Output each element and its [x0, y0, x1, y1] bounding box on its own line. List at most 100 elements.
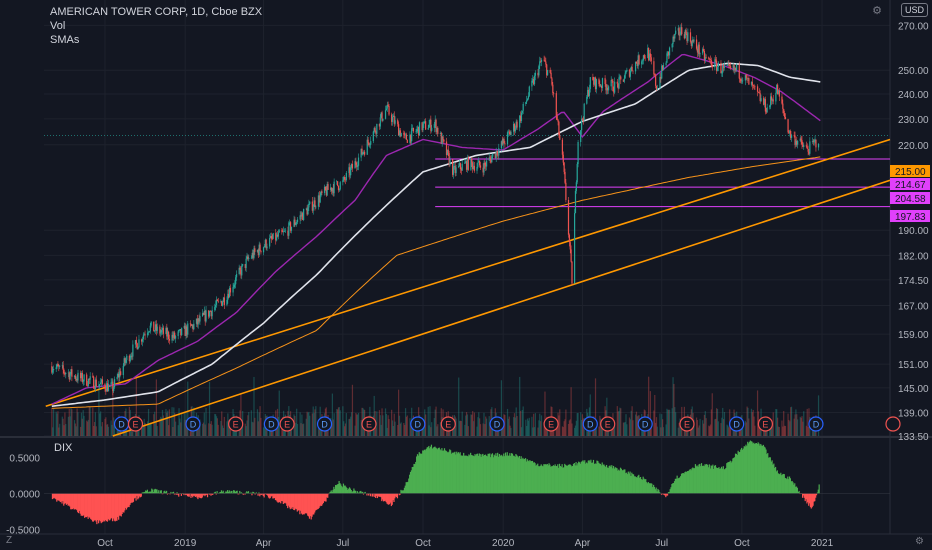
candle-body: [144, 334, 146, 336]
candle-body: [635, 62, 638, 64]
candle-body: [333, 181, 335, 194]
candle-body: [73, 375, 76, 377]
dix-bar: [355, 490, 357, 494]
candle-body: [385, 108, 388, 111]
volume-bar: [478, 412, 480, 436]
dix-bar: [761, 445, 764, 494]
dix-bar: [543, 464, 545, 494]
dix-bar: [193, 493, 196, 496]
volume-bar: [51, 407, 53, 436]
candle-body: [140, 339, 143, 342]
dix-bar: [587, 460, 589, 494]
dix-bar: [239, 490, 241, 494]
volume-bar: [294, 415, 296, 436]
candle-body: [348, 167, 350, 173]
candle-body: [305, 208, 307, 210]
price-tag-bg: [890, 192, 930, 204]
dix-bar: [342, 483, 345, 494]
dix-bar: [156, 489, 158, 494]
candle-body: [117, 373, 119, 377]
indicator-smas[interactable]: SMAs: [50, 34, 80, 46]
candle-body: [656, 88, 658, 90]
volume-bar: [376, 411, 378, 436]
volume-bar: [623, 422, 625, 436]
volume-bar: [616, 406, 618, 436]
candle-body: [211, 309, 213, 317]
dix-bar: [691, 468, 693, 494]
indicator-vol[interactable]: Vol: [50, 20, 66, 32]
settings-button[interactable]: ⚙: [915, 536, 924, 547]
candle-body: [727, 64, 729, 66]
volume-bar: [522, 406, 524, 436]
volume-bar: [89, 407, 91, 436]
dix-bar: [343, 485, 345, 494]
volume-bar: [807, 426, 809, 436]
dix-bar: [153, 489, 155, 494]
candle-body: [632, 70, 634, 72]
dix-bar: [399, 493, 401, 495]
dix-bar: [187, 493, 189, 497]
dividend-marker: [582, 416, 598, 432]
candle-body: [68, 372, 70, 380]
dix-bar: [77, 493, 80, 514]
candle-body: [540, 59, 543, 62]
candle-body: [196, 318, 198, 325]
dix-bar: [429, 448, 431, 494]
dix-bar: [815, 493, 818, 496]
candle-body: [136, 343, 138, 350]
dix-bar: [388, 493, 390, 505]
volume-bar: [98, 383, 100, 436]
candle-body: [290, 226, 293, 231]
volume-bar: [52, 427, 54, 436]
candle-body: [80, 373, 83, 379]
dix-bar: [420, 453, 422, 494]
volume-bar: [562, 427, 564, 436]
candle-body: [205, 310, 207, 322]
candle-body: [612, 80, 614, 92]
volume-bar: [500, 380, 503, 436]
volume-bar: [723, 411, 726, 436]
volume-bar: [513, 413, 516, 436]
dix-bar: [307, 493, 309, 516]
volume-bar: [671, 408, 673, 436]
dix-bar: [715, 467, 717, 494]
dix-bar: [678, 477, 680, 494]
dix-bar: [518, 455, 521, 494]
candle-body: [662, 64, 665, 70]
candle-body: [772, 99, 774, 102]
dix-bar: [178, 493, 180, 497]
dix-bar: [558, 463, 561, 494]
dix-bar: [149, 491, 151, 494]
volume-bar: [783, 425, 786, 436]
candle-body: [183, 325, 185, 329]
candle-body: [683, 34, 685, 39]
candle-body: [709, 58, 711, 60]
dix-bar: [204, 493, 206, 497]
dix-bar: [712, 464, 714, 494]
gear-icon[interactable]: ⚙: [872, 5, 882, 17]
dix-bar: [233, 490, 235, 494]
volume-bar: [260, 417, 262, 436]
dix-bar: [765, 449, 767, 494]
zoom-button[interactable]: Z: [6, 535, 13, 546]
volume-bar: [631, 406, 633, 436]
trendlines: [45, 138, 891, 437]
sma-purple-line: [51, 53, 821, 405]
volume-bar: [569, 419, 571, 436]
candle-body: [397, 120, 399, 125]
volume-bar: [306, 411, 308, 436]
time-axis[interactable]: Oct 2019 Apr Jul Oct 2020 Apr Jul Oct 2021: [97, 538, 833, 549]
candle-body: [119, 371, 121, 378]
price-axis[interactable]: 270.00250.00240.00230.00220.00190.00182.…: [898, 21, 929, 443]
candle-body: [671, 43, 673, 48]
dix-bar: [551, 466, 553, 494]
currency-badge[interactable]: USD: [900, 3, 928, 17]
candle-body: [698, 44, 700, 55]
dix-bar: [434, 446, 436, 494]
candle-body: [607, 86, 610, 91]
dix-bar: [808, 493, 811, 504]
dix-bar: [424, 450, 426, 494]
volume-bar: [384, 408, 387, 436]
volume-bar: [479, 424, 482, 436]
